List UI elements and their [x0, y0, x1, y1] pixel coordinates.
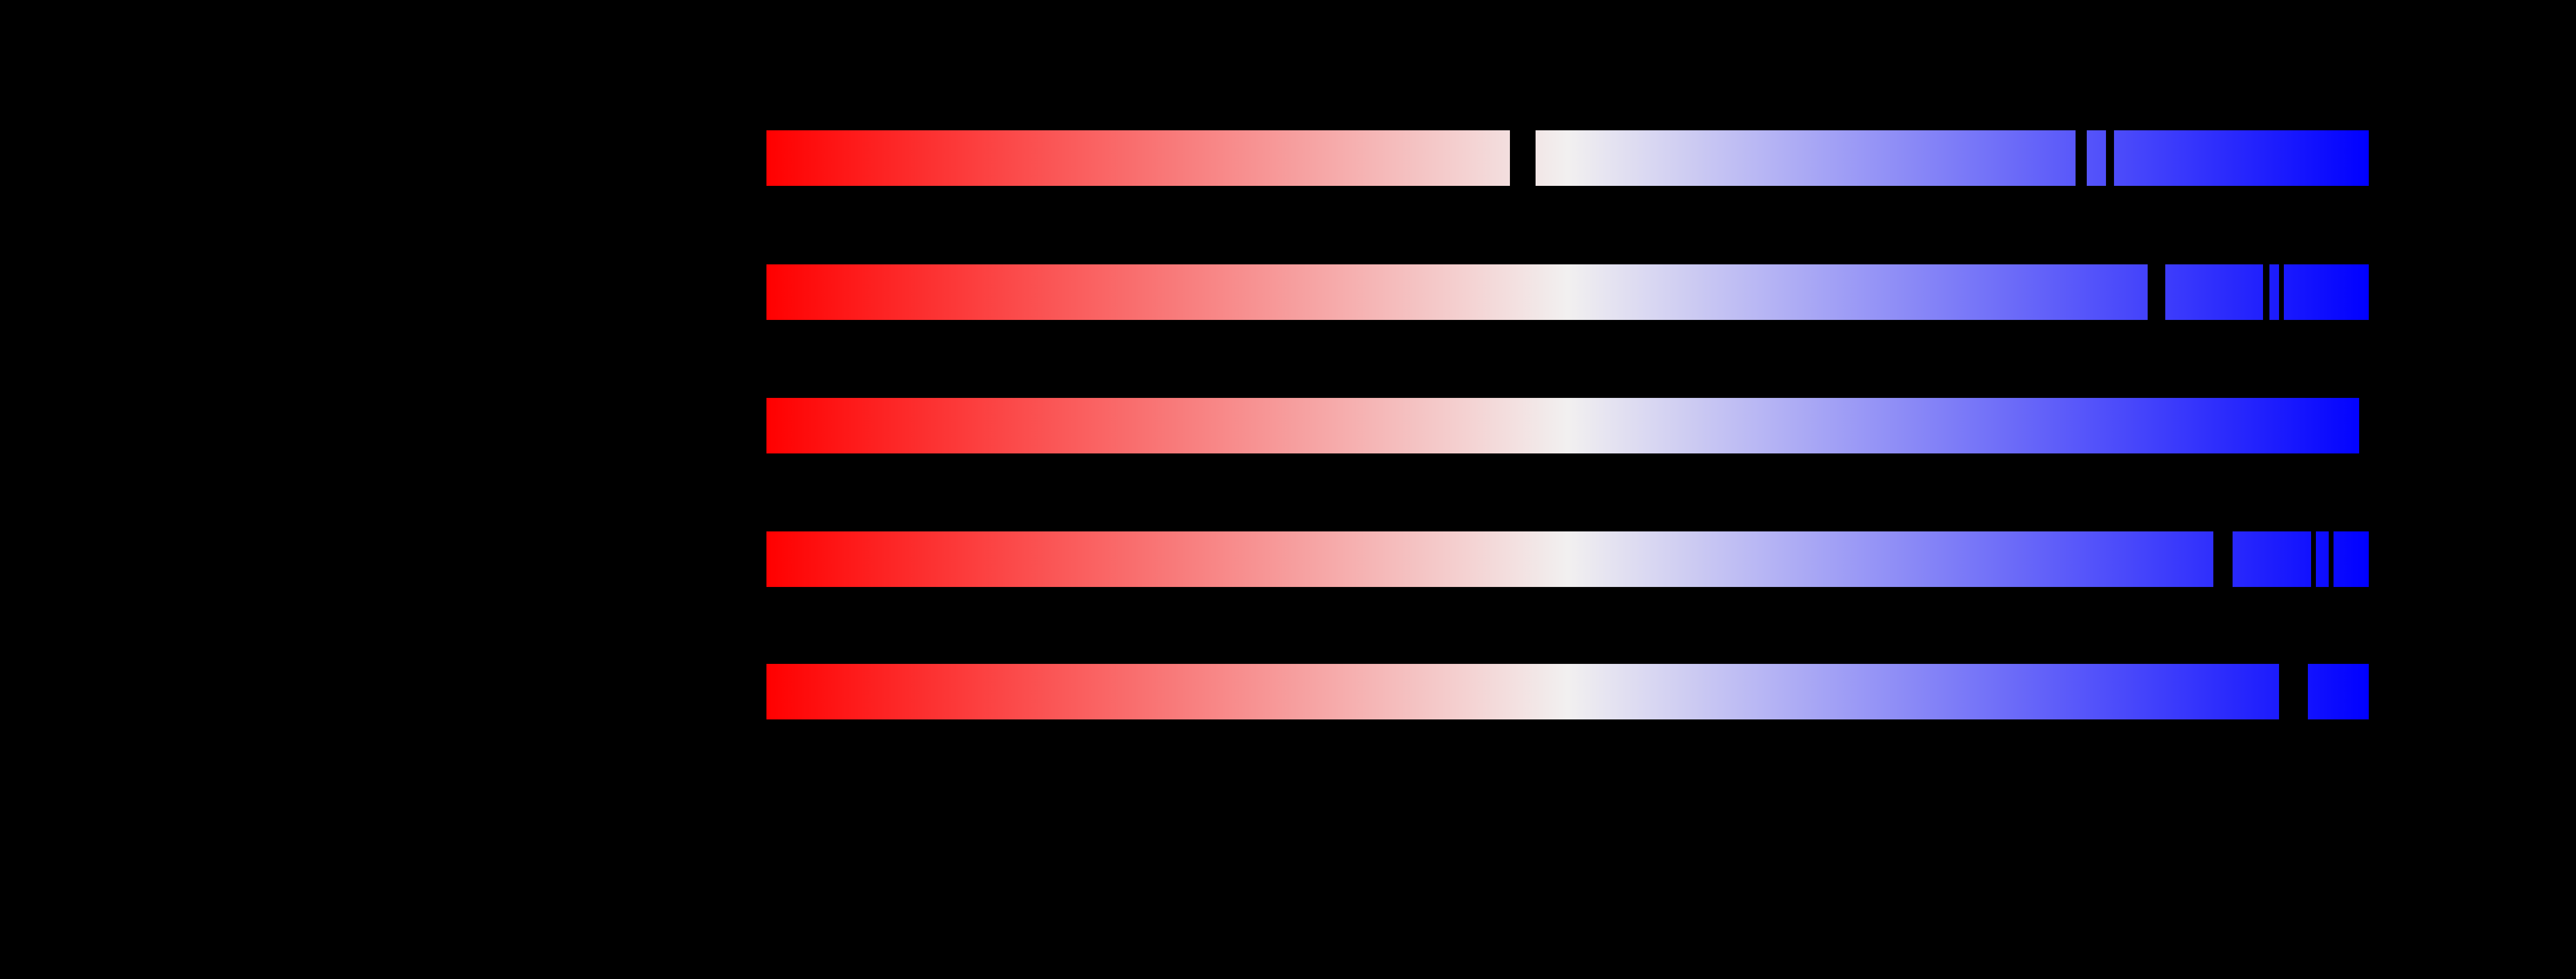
gradient-bar-row — [0, 531, 2576, 587]
gradient-bar-row — [0, 398, 2576, 453]
gradient-bar-row — [0, 264, 2576, 320]
gradient-bar-segment — [2308, 664, 2369, 719]
gradient-bar-segment — [2233, 531, 2311, 587]
gradient-bar-segment — [766, 130, 1510, 186]
gradient-bar-segment — [766, 264, 2148, 320]
gradient-bar-row — [0, 664, 2576, 719]
gradient-bar-segment — [2087, 130, 2106, 186]
gradient-bar-row — [0, 130, 2576, 186]
gradient-bar-segment — [2165, 264, 2263, 320]
gradient-bar-segment — [2269, 264, 2279, 320]
gradient-bar-segment — [766, 398, 2359, 453]
gradient-bar-segment — [2316, 531, 2329, 587]
gradient-bar-segment — [2114, 130, 2369, 186]
gradient-bar-segment — [2284, 264, 2369, 320]
gradient-bar-segment — [766, 531, 2213, 587]
gradient-bar-segment — [1536, 130, 2076, 186]
gradient-bar-segment — [2334, 531, 2369, 587]
gradient-bar-segment — [766, 664, 2279, 719]
